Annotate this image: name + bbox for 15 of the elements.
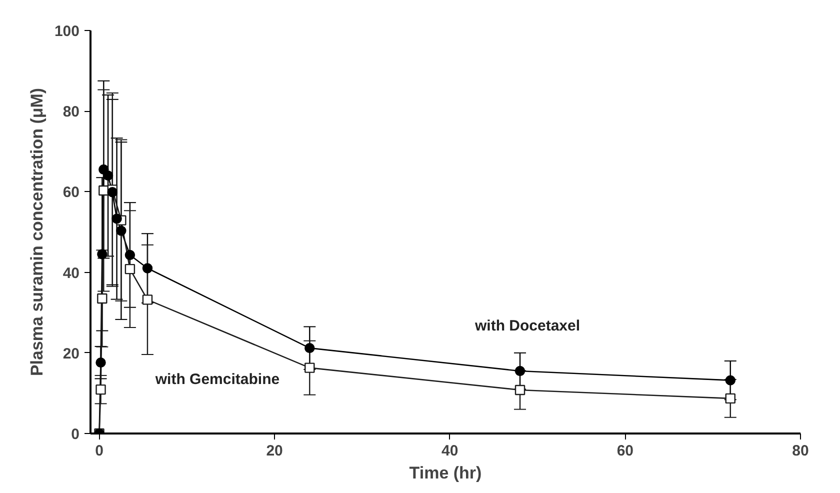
- text: with Docetaxel: [474, 318, 580, 335]
- x-tick-label: 80: [792, 442, 809, 460]
- x-tick-label: 0: [95, 442, 104, 460]
- x-tick-label: 20: [266, 442, 283, 460]
- y-tick-label: 20: [62, 345, 80, 362]
- y-tick-label: 100: [54, 23, 80, 40]
- y-tick-label: 40: [62, 264, 80, 282]
- x-axis-title: Time (hr): [409, 464, 482, 482]
- y-tick-label: 0: [71, 426, 80, 443]
- x-tick-label: 40: [442, 442, 458, 460]
- series-label: with Gemcitabine: [154, 371, 280, 388]
- x-tick-label: 60: [616, 442, 634, 460]
- y-tick-label: 60: [62, 184, 80, 202]
- y-tick-label: 80: [62, 104, 80, 121]
- y-axis-title: Plasma suramin concentration (μM): [27, 88, 46, 376]
